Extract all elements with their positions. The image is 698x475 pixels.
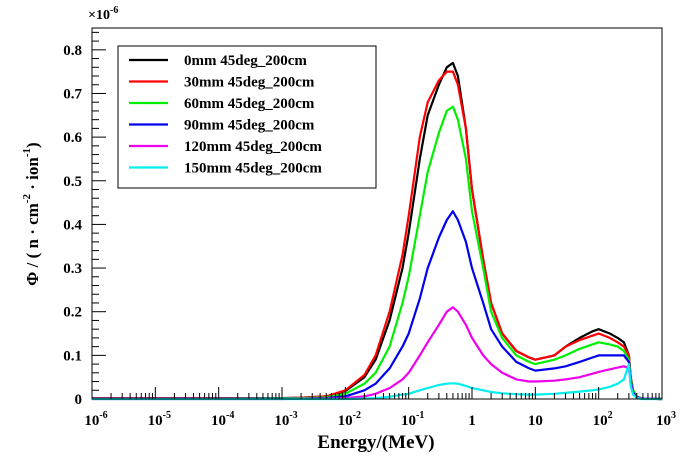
y-axis-label-part: ) — [23, 142, 42, 148]
series-line — [92, 70, 663, 401]
y-multiplier-exp: -6 — [110, 5, 118, 16]
y-tick-label: 0.6 — [63, 130, 82, 146]
y-tick-label: 0 — [75, 392, 83, 408]
legend-items: 0mm 45deg_200cm 30mm 45deg_200cm 60mm 45de… — [129, 53, 322, 177]
x-tick-base: 10 — [274, 413, 289, 429]
x-tick-label: 10-4 — [211, 410, 234, 429]
x-tick-label: 10-5 — [148, 410, 171, 429]
x-tick-exp: -6 — [99, 410, 107, 421]
x-tick-base: 10 — [593, 413, 608, 429]
x-tick-label: 103 — [656, 410, 676, 429]
y-tick-label: 0.7 — [63, 86, 82, 102]
y-tick-label: 0.5 — [63, 174, 82, 190]
x-tick-base: 1 — [468, 413, 476, 429]
x-tick-exp: 3 — [671, 410, 676, 421]
legend-box — [117, 45, 377, 189]
plot-frame — [91, 27, 663, 400]
series-line — [92, 306, 663, 401]
x-tick-exp: 2 — [608, 410, 613, 421]
y-axis-label-part: Φ / ( n · cm — [23, 203, 42, 286]
x-tick-exp: -1 — [416, 410, 424, 421]
x-tick-label: 10-6 — [84, 410, 107, 429]
x-tick-label: 10-2 — [338, 410, 361, 429]
legend: 0mm 45deg_200cm 30mm 45deg_200cm 60mm 45de… — [117, 45, 377, 189]
x-tick-base: 10 — [338, 413, 353, 429]
x-axis: 10-6 10-5 10-4 10-3 10-2 10-1 1 10 102 103 — [84, 387, 676, 429]
x-tick-label: 10 — [528, 413, 543, 429]
legend-label: 120mm 45deg_200cm — [184, 139, 322, 155]
legend-label: 30mm 45deg_200cm — [184, 75, 315, 91]
y-axis-label-sup: -2 — [21, 193, 33, 203]
x-tick-base: 10 — [148, 413, 163, 429]
y-axis-label: Φ / ( n · cm-2 · ion-1) — [21, 142, 42, 285]
y-multiplier-base: ×10 — [88, 8, 110, 23]
legend-label: 90mm 45deg_200cm — [184, 118, 315, 134]
series-line — [92, 105, 663, 401]
x-tick-base: 10 — [528, 413, 543, 429]
x-tick-exp: -4 — [226, 410, 234, 421]
y-axis: 0 0.1 0.2 0.3 0.4 0.5 0.6 0.7 0.8 — [63, 31, 106, 408]
x-axis-label: Energy/(MeV) — [317, 432, 434, 453]
x-tick-base: 10 — [211, 413, 226, 429]
legend-label: 60mm 45deg_200cm — [184, 96, 315, 112]
series-line — [92, 210, 663, 401]
x-tick-base: 10 — [656, 413, 671, 429]
legend-label: 0mm 45deg_200cm — [184, 53, 307, 69]
x-tick-exp: -5 — [163, 410, 171, 421]
x-tick-base: 10 — [401, 413, 416, 429]
x-tick-label: 1 — [468, 413, 476, 429]
x-tick-label: 102 — [593, 410, 613, 429]
y-multiplier: ×10-6 — [88, 5, 118, 23]
x-tick-label: 10-1 — [401, 410, 424, 429]
x-tick-label: 10-3 — [274, 410, 297, 429]
y-tick-label: 0.4 — [63, 217, 82, 233]
y-axis-label-sup: -1 — [21, 148, 33, 157]
legend-label: 150mm 45deg_200cm — [184, 161, 322, 177]
y-tick-label: 0.3 — [63, 261, 82, 277]
x-tick-exp: -2 — [353, 410, 361, 421]
x-tick-base: 10 — [84, 413, 99, 429]
y-axis-label-part: · ion — [23, 157, 42, 194]
y-tick-label: 0.1 — [63, 348, 82, 364]
y-tick-label: 0.2 — [63, 305, 82, 321]
x-tick-exp: -3 — [289, 410, 297, 421]
y-tick-label: 0.8 — [63, 43, 82, 59]
